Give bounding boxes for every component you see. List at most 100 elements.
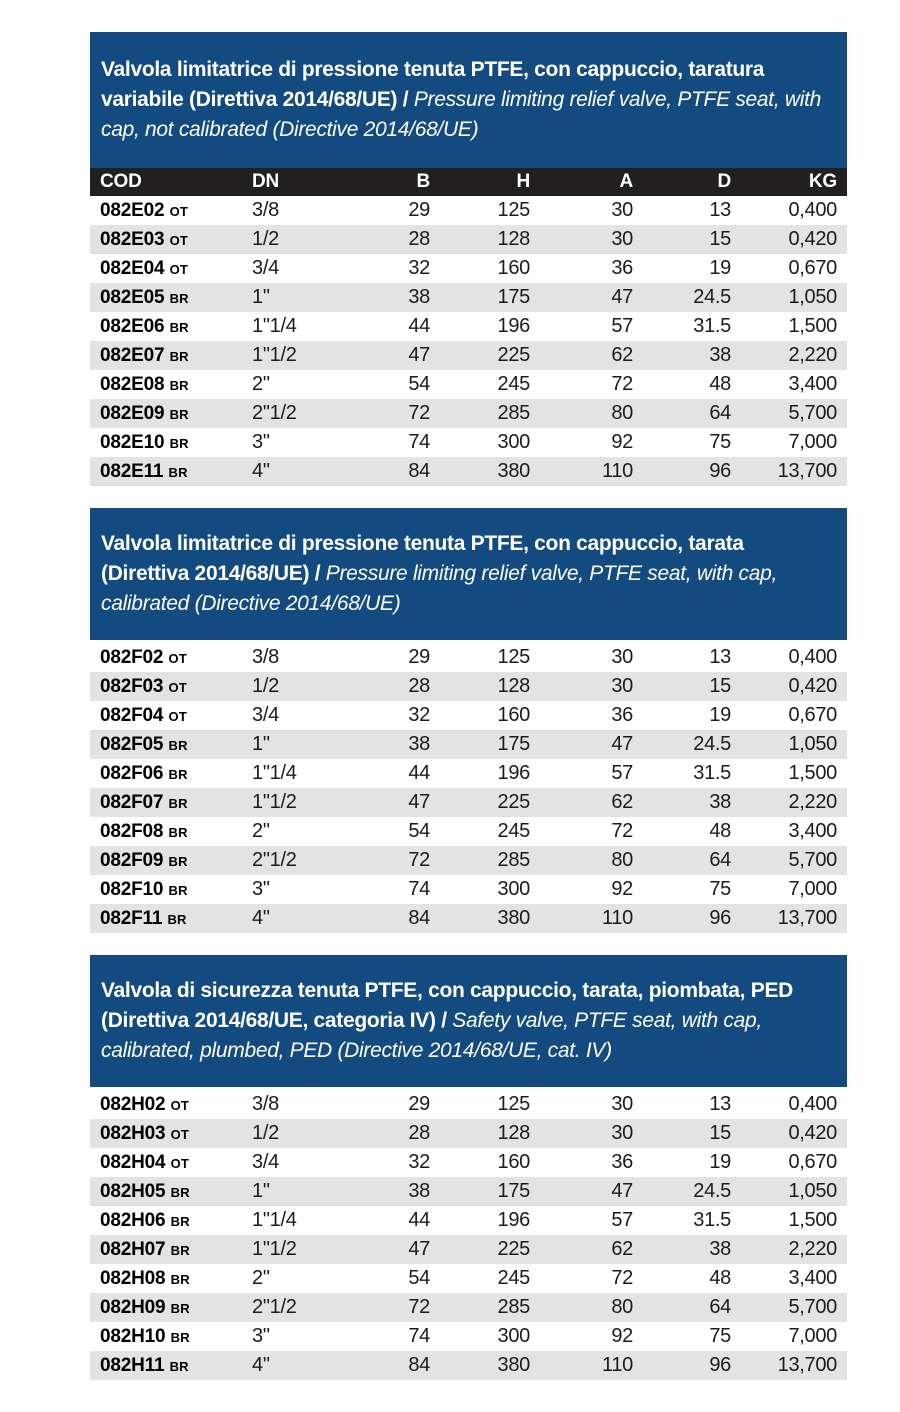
table-row: 082F10 BR 3" 74 300 92 75 7,000 <box>90 875 847 904</box>
cell-kg: 1,050 <box>788 733 837 755</box>
column-header-h: H <box>430 168 530 196</box>
cell-h: 225 <box>497 344 531 366</box>
product-code: 082H02 <box>100 1094 166 1115</box>
cell-kg: 13,700 <box>777 1354 838 1376</box>
cell-d: 15 <box>709 675 731 697</box>
cell-d: 48 <box>709 373 731 395</box>
cell-dn: 1/2 <box>252 228 279 250</box>
cell-dn: 2"1/2 <box>252 849 297 871</box>
cell-dn: 4" <box>252 460 270 482</box>
cell-b: 44 <box>408 315 430 337</box>
cell-b: 47 <box>408 791 430 813</box>
cell-a: 30 <box>611 646 633 668</box>
cell-d: 96 <box>709 1354 731 1376</box>
cell-h: 128 <box>497 1122 531 1144</box>
product-code: 082F08 <box>100 821 164 842</box>
cell-a: 57 <box>611 762 633 784</box>
cell-b: 72 <box>408 849 430 871</box>
product-code: 082H05 <box>100 1181 166 1202</box>
cell-product-code: 082E08 BR <box>90 370 252 399</box>
cell-kg: 7,000 <box>788 878 837 900</box>
cell-d: 31.5 <box>693 315 731 337</box>
table-row: 082E06 BR 1"1/4 44 196 57 31.5 1,500 <box>90 312 847 341</box>
table-row: 082H11 BR 4" 84 380 110 96 13,700 <box>90 1351 847 1380</box>
product-code: 082H03 <box>100 1123 166 1144</box>
product-code-suffix: OT <box>170 1156 190 1171</box>
cell-d: 48 <box>709 1267 731 1289</box>
cell-dn: 1/2 <box>252 675 279 697</box>
cell-h: 125 <box>497 199 531 221</box>
section-title-italian: Valvola di sicurezza tenuta PTFE, con ca… <box>101 979 794 1032</box>
cell-product-code: 082E06 BR <box>90 312 252 341</box>
section-title-banner: Valvola limitatrice di pressione tenuta … <box>90 32 847 168</box>
cell-product-code: 082F02 OT <box>90 643 252 672</box>
table-row: 082E10 BR 3" 74 300 92 75 7,000 <box>90 428 847 457</box>
cell-dn: 3/8 <box>252 646 279 668</box>
table-row: 082H09 BR 2"1/2 72 285 80 64 5,700 <box>90 1293 847 1322</box>
cell-h: 175 <box>497 733 531 755</box>
section-title-english: Safety valve, PTFE seat, with cap, calib… <box>101 1009 762 1062</box>
product-code-suffix: BR <box>168 854 188 869</box>
table-row: 082H04 OT 3/4 32 160 36 19 0,670 <box>90 1148 847 1177</box>
cell-kg: 0,400 <box>788 199 837 221</box>
product-code-suffix: OT <box>170 1098 190 1113</box>
cell-product-code: 082E02 OT <box>90 196 252 225</box>
cell-dn: 3" <box>252 1325 270 1347</box>
cell-b: 74 <box>408 878 430 900</box>
cell-product-code: 082F11 BR <box>90 904 252 933</box>
table-row: 082H10 BR 3" 74 300 92 75 7,000 <box>90 1322 847 1351</box>
product-code-suffix: OT <box>168 680 187 695</box>
table-column-header: COD DN B H A D KG <box>90 168 847 196</box>
cell-a: 47 <box>611 286 633 308</box>
cell-h: 380 <box>497 460 531 482</box>
product-code-suffix: BR <box>169 436 189 451</box>
product-code-suffix: OT <box>168 651 187 666</box>
cell-h: 175 <box>497 1180 531 1202</box>
cell-product-code: 082H04 OT <box>90 1148 252 1177</box>
cell-dn: 1"1/2 <box>252 791 297 813</box>
cell-dn: 1" <box>252 733 270 755</box>
cell-b: 72 <box>408 1296 430 1318</box>
cell-dn: 4" <box>252 1354 270 1376</box>
cell-kg: 2,220 <box>788 1238 837 1260</box>
cell-h: 245 <box>497 1267 531 1289</box>
cell-d: 64 <box>709 849 731 871</box>
cell-h: 128 <box>497 228 531 250</box>
section-title-italian: Valvola limitatrice di pressione tenuta … <box>101 58 765 111</box>
cell-d: 24.5 <box>693 733 731 755</box>
cell-a: 30 <box>611 199 633 221</box>
table-row: 082F04 OT 3/4 32 160 36 19 0,670 <box>90 701 847 730</box>
cell-dn: 2"1/2 <box>252 1296 297 1318</box>
cell-b: 44 <box>408 762 430 784</box>
product-code: 082F05 <box>100 734 164 755</box>
table-row: 082H05 BR 1" 38 175 47 24.5 1,050 <box>90 1177 847 1206</box>
cell-kg: 3,400 <box>788 1267 837 1289</box>
product-code-suffix: BR <box>168 796 188 811</box>
product-code-suffix: BR <box>167 912 187 927</box>
cell-h: 380 <box>497 907 531 929</box>
product-code-suffix: BR <box>169 378 189 393</box>
table-row: 082H02 OT 3/8 29 125 30 13 0,400 <box>90 1090 847 1119</box>
product-code-suffix: BR <box>170 1243 190 1258</box>
product-code: 082E03 <box>100 229 165 250</box>
cell-d: 19 <box>709 1151 731 1173</box>
cell-dn: 3" <box>252 878 270 900</box>
cell-kg: 1,500 <box>788 1209 837 1231</box>
cell-h: 125 <box>497 646 531 668</box>
product-code-suffix: BR <box>168 825 188 840</box>
cell-product-code: 082E11 BR <box>90 457 252 486</box>
product-code-suffix: OT <box>169 233 189 248</box>
cell-kg: 3,400 <box>788 820 837 842</box>
cell-dn: 1"1/4 <box>252 1209 297 1231</box>
product-code: 082E08 <box>100 374 165 395</box>
product-code-suffix: BR <box>170 1272 190 1287</box>
cell-kg: 0,670 <box>788 704 837 726</box>
cell-d: 38 <box>709 1238 731 1260</box>
product-code: 082F03 <box>100 676 164 697</box>
cell-product-code: 082E09 BR <box>90 399 252 428</box>
cell-kg: 1,050 <box>788 1180 837 1202</box>
product-code: 082F07 <box>100 792 164 813</box>
cell-kg: 2,220 <box>788 791 837 813</box>
cell-dn: 1" <box>252 1180 270 1202</box>
cell-d: 13 <box>709 199 731 221</box>
